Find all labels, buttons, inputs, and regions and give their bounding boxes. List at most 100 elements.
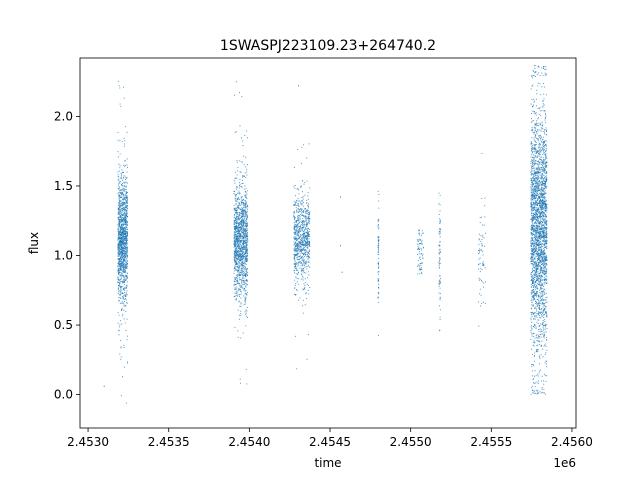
- data-point: [234, 288, 236, 290]
- data-point: [125, 247, 127, 249]
- data-point: [237, 256, 239, 258]
- data-point: [298, 232, 300, 234]
- data-point: [300, 242, 302, 244]
- data-point: [234, 236, 236, 238]
- data-point: [545, 219, 547, 221]
- data-point: [238, 187, 240, 189]
- data-point: [539, 148, 541, 150]
- data-point: [246, 193, 248, 195]
- point-cluster: [438, 192, 441, 332]
- data-point: [124, 186, 126, 188]
- data-point: [544, 259, 546, 261]
- data-point: [303, 252, 305, 254]
- data-point: [439, 236, 441, 238]
- data-point: [309, 266, 311, 268]
- data-point: [238, 244, 240, 246]
- data-point: [119, 216, 121, 218]
- data-point: [302, 242, 304, 244]
- data-point: [119, 244, 121, 246]
- data-point: [126, 198, 128, 200]
- data-point: [244, 303, 246, 305]
- data-point: [545, 241, 547, 243]
- data-point: [540, 185, 542, 187]
- data-point: [535, 171, 537, 173]
- data-point: [241, 225, 243, 227]
- data-point: [306, 241, 308, 243]
- data-point: [419, 263, 421, 265]
- data-point: [240, 270, 242, 272]
- data-point: [246, 233, 248, 235]
- data-point: [126, 203, 128, 205]
- data-point: [236, 186, 238, 188]
- data-point: [245, 273, 247, 275]
- data-point: [308, 234, 310, 236]
- data-point: [377, 224, 379, 226]
- data-point: [538, 153, 540, 155]
- data-point: [294, 242, 296, 244]
- data-point: [303, 269, 305, 271]
- data-point: [300, 186, 302, 188]
- data-point: [124, 230, 126, 232]
- data-point: [537, 222, 539, 224]
- data-point: [296, 239, 298, 241]
- data-point: [245, 227, 247, 229]
- data-point: [304, 223, 306, 225]
- data-point: [439, 240, 441, 242]
- data-point: [531, 77, 533, 79]
- data-point: [123, 253, 125, 255]
- data-point: [123, 260, 125, 262]
- data-point: [126, 240, 128, 241]
- data-point: [421, 230, 423, 232]
- data-point: [235, 254, 237, 256]
- data-point: [242, 249, 244, 251]
- data-point: [123, 295, 125, 297]
- data-point: [120, 261, 122, 263]
- data-point: [306, 235, 308, 237]
- data-point: [117, 224, 119, 226]
- data-point: [126, 197, 128, 199]
- data-point: [118, 314, 120, 316]
- data-point: [302, 196, 304, 198]
- data-point: [297, 203, 299, 205]
- data-point: [537, 188, 539, 190]
- data-point: [118, 197, 120, 199]
- data-point: [122, 254, 124, 256]
- data-point: [119, 153, 121, 155]
- data-point: [233, 295, 235, 297]
- data-point: [546, 148, 548, 150]
- data-point: [240, 249, 242, 251]
- data-point: [377, 246, 379, 248]
- data-point: [533, 273, 535, 275]
- data-point: [530, 171, 532, 173]
- data-point: [536, 182, 538, 184]
- data-point: [122, 247, 124, 249]
- data-point: [119, 209, 121, 211]
- data-point: [120, 227, 122, 229]
- data-point: [536, 299, 538, 301]
- data-point: [246, 198, 248, 200]
- data-point: [536, 230, 538, 232]
- data-point: [307, 334, 309, 336]
- data-point: [297, 269, 299, 271]
- data-point: [545, 206, 547, 208]
- data-point: [299, 231, 301, 232]
- data-point: [120, 200, 122, 202]
- data-point: [377, 287, 379, 289]
- data-point: [239, 286, 241, 288]
- data-point: [543, 110, 545, 112]
- data-point: [294, 265, 296, 267]
- data-point: [295, 248, 297, 250]
- data-point: [534, 180, 536, 182]
- data-point: [239, 234, 241, 236]
- data-point: [120, 276, 122, 278]
- data-point: [121, 217, 123, 219]
- data-point: [542, 356, 544, 358]
- data-point: [535, 123, 537, 125]
- data-point: [478, 233, 480, 235]
- data-point: [537, 138, 539, 140]
- data-point: [302, 252, 304, 254]
- data-point: [244, 231, 246, 233]
- data-point: [540, 345, 542, 347]
- data-point: [233, 238, 235, 240]
- data-point: [298, 209, 300, 211]
